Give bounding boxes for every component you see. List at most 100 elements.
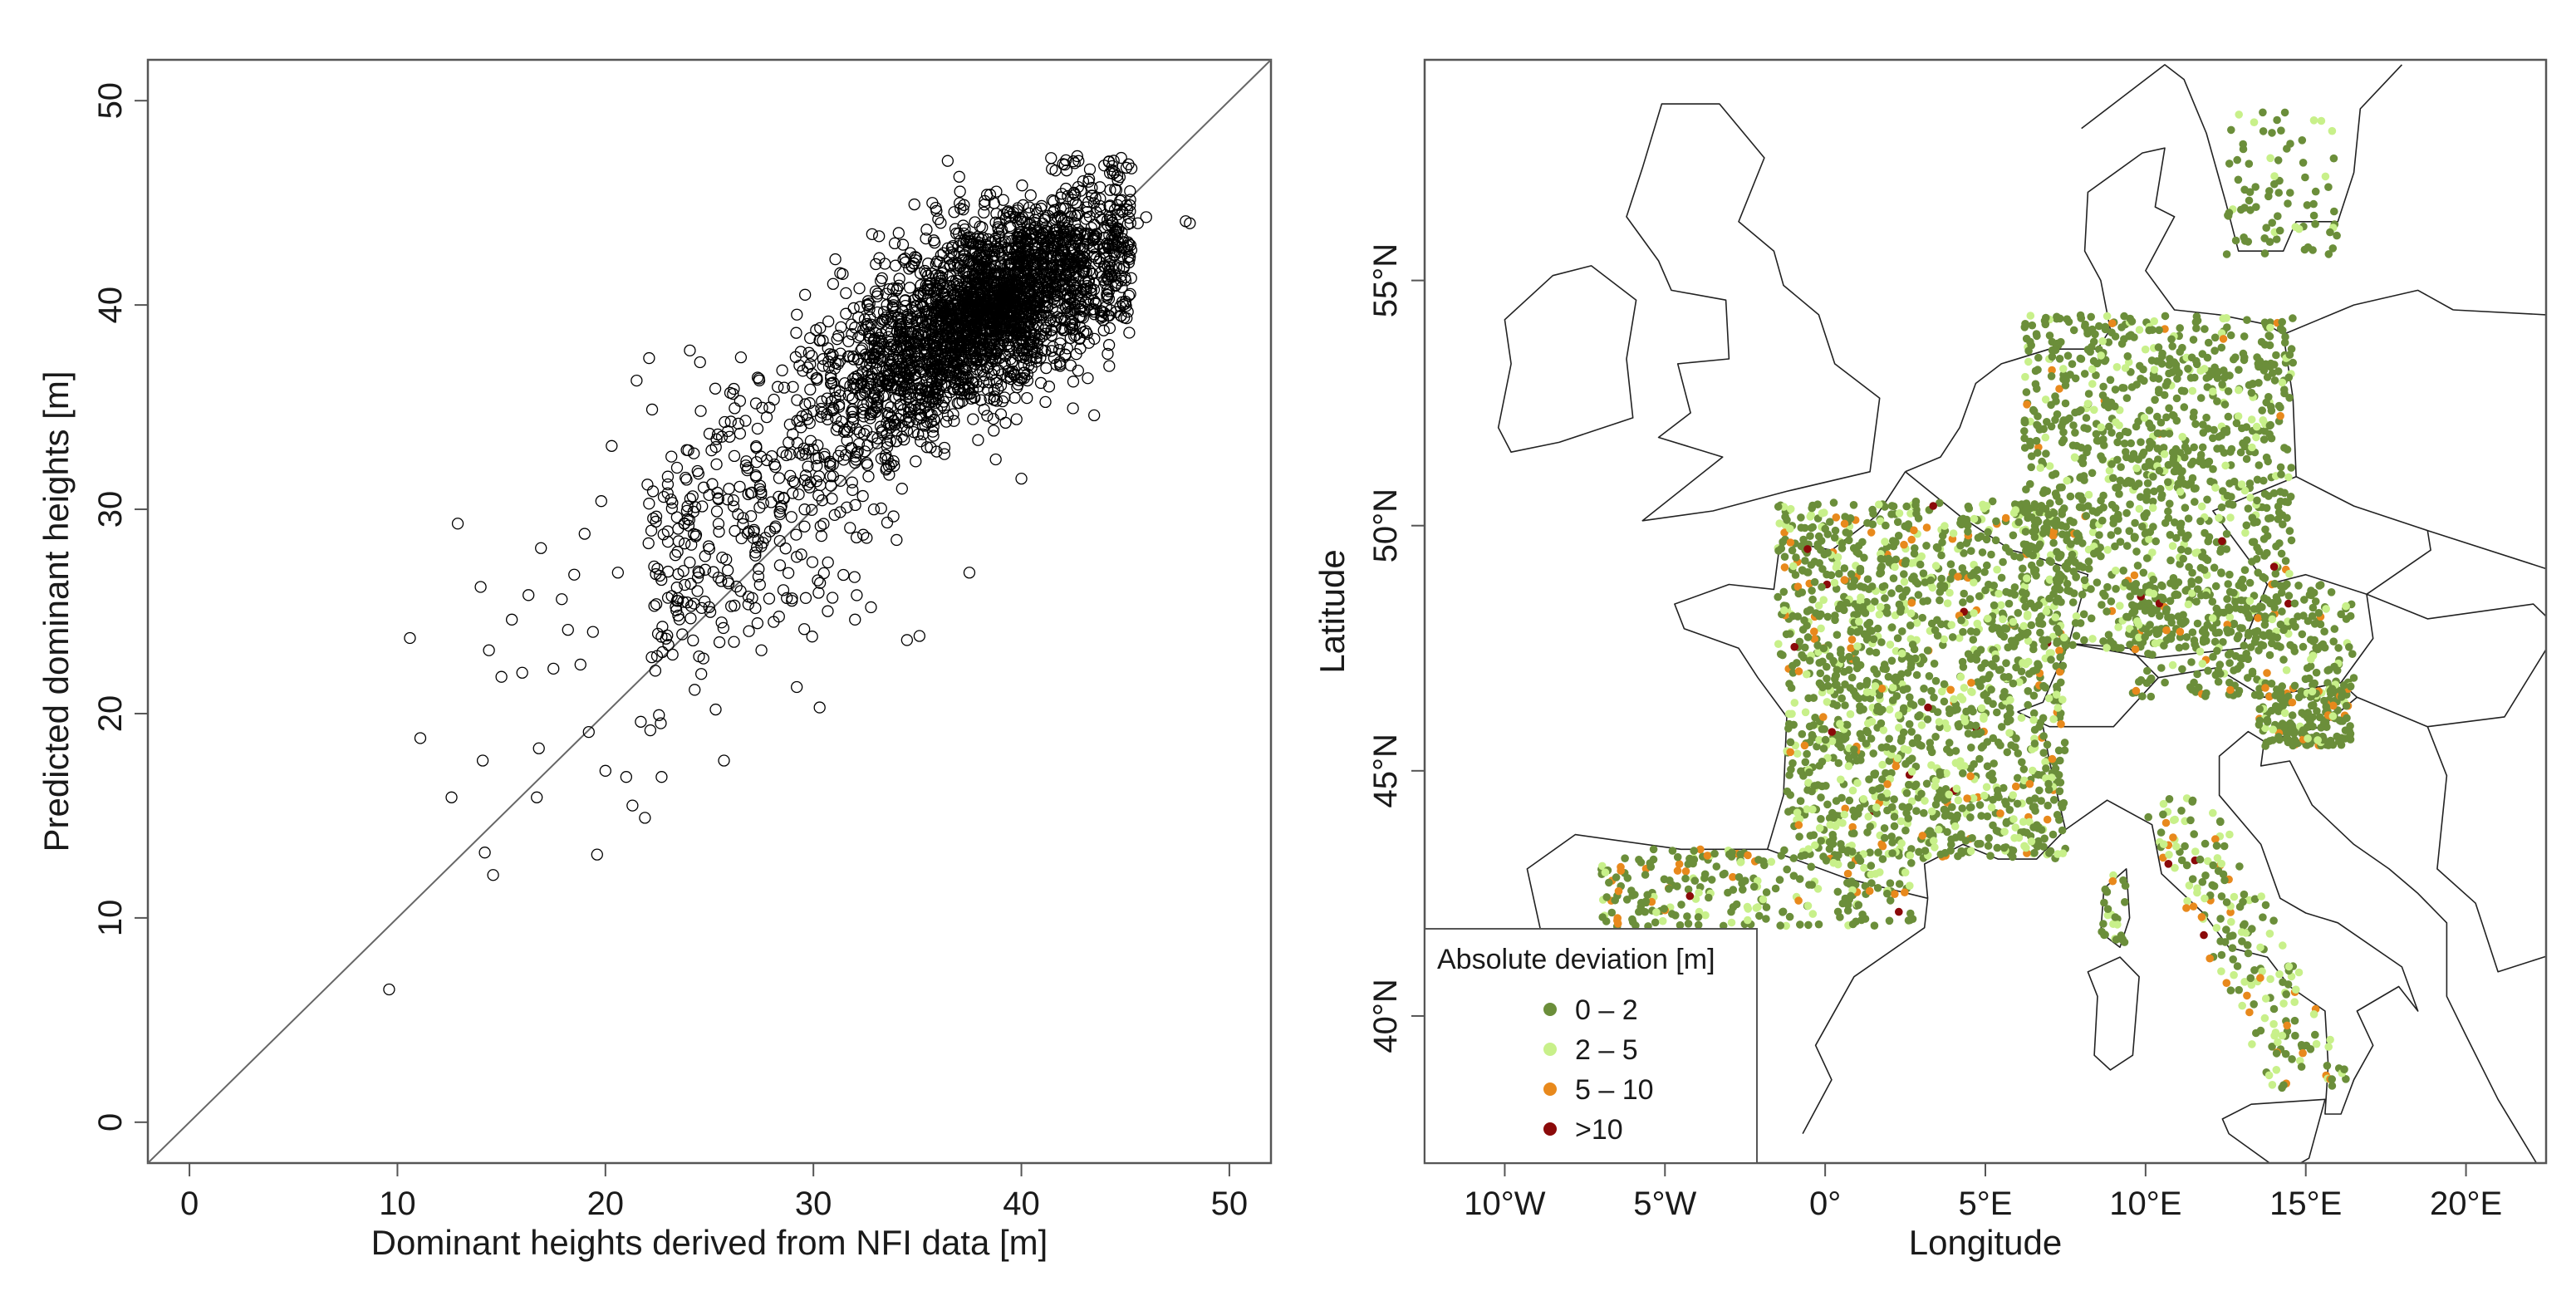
deviation-point: [1925, 672, 1934, 680]
scatter-point: [1067, 376, 1080, 388]
deviation-point: [1989, 734, 1998, 743]
scatter-point: [945, 246, 958, 258]
scatter-point: [1028, 248, 1041, 261]
deviation-point: [1890, 822, 1899, 831]
scatter-point: [1051, 226, 1063, 238]
deviation-point: [1786, 504, 1795, 513]
scatter-point: [979, 238, 993, 251]
deviation-point: [1819, 644, 1828, 653]
deviation-point: [1853, 642, 1862, 650]
scatter-point: [825, 369, 837, 382]
scatter-point: [653, 709, 665, 721]
deviation-point: [2240, 332, 2249, 341]
scatter-point: [972, 434, 984, 446]
scatter-point: [827, 277, 840, 290]
scatter-point: [1108, 166, 1121, 179]
scatter-point: [832, 449, 845, 462]
scatter-point: [952, 285, 964, 298]
deviation-point: [1921, 847, 1930, 855]
deviation-point: [1904, 746, 1912, 754]
scatter-point: [778, 381, 791, 394]
scatter-point: [873, 340, 886, 352]
scatter-point: [1109, 183, 1121, 195]
scatter-point: [817, 360, 829, 372]
scatter-point: [680, 444, 693, 456]
scatter-point: [474, 581, 487, 593]
deviation-point: [1943, 745, 1951, 754]
scatter-point: [936, 322, 949, 335]
scatter-point: [742, 598, 755, 611]
deviation-point: [1900, 540, 1908, 549]
scatter-point: [829, 253, 841, 266]
scatter-point: [900, 339, 913, 351]
deviation-point: [1837, 775, 1845, 784]
deviation-point: [1863, 728, 1872, 737]
deviation-point: [2098, 601, 2106, 609]
scatter-point: [1027, 336, 1039, 349]
scatter-point: [846, 410, 859, 423]
scatter-point: [905, 403, 917, 415]
deviation-point: [2004, 643, 2012, 652]
deviation-point: [2029, 709, 2039, 718]
deviation-point: [2145, 535, 2153, 543]
deviation-point: [1779, 587, 1788, 596]
deviation-point: [1959, 598, 1967, 606]
scatter-point: [997, 208, 1010, 221]
scatter-point: [915, 435, 927, 448]
scatter-point: [1040, 221, 1052, 233]
deviation-point: [1890, 812, 1899, 821]
scatter-point: [531, 791, 543, 803]
deviation-points: [1597, 108, 2358, 1092]
deviation-point: [2024, 357, 2033, 366]
deviation-point: [1940, 582, 1949, 591]
scatter-point: [796, 449, 809, 461]
deviation-point: [2059, 365, 2068, 373]
scatter-point: [986, 324, 999, 337]
scatter-point: [1081, 327, 1093, 340]
scatter-point: [913, 630, 926, 642]
scatter-point: [861, 532, 873, 544]
scatter-point: [975, 239, 988, 252]
deviation-point: [1885, 705, 1894, 714]
deviation-point: [2041, 433, 2050, 442]
deviation-point: [2019, 621, 2028, 631]
deviation-point: [1847, 644, 1855, 652]
scatter-point: [948, 206, 960, 218]
scatter-point: [741, 527, 754, 540]
scatter-point: [1018, 359, 1030, 371]
deviation-point: [1836, 737, 1844, 745]
scatter-point: [912, 329, 925, 341]
scatter-point: [930, 339, 942, 352]
scatter-point: [1015, 248, 1028, 260]
scatter-point: [1050, 358, 1062, 371]
deviation-point: [1869, 635, 1878, 644]
scatter-point: [1119, 295, 1131, 308]
deviation-point: [1899, 728, 1908, 737]
deviation-point: [1823, 612, 1832, 621]
scatter-point: [1001, 243, 1013, 256]
deviation-point: [2007, 741, 2015, 749]
deviation-point: [1955, 634, 1964, 642]
deviation-point: [1793, 582, 1803, 591]
deviation-point: [1995, 589, 2003, 598]
deviation-point: [1871, 597, 1879, 606]
deviation-point: [2029, 691, 2039, 700]
scatter-point: [687, 634, 699, 647]
deviation-point: [2032, 572, 2040, 580]
scatter-point: [883, 469, 895, 481]
deviation-point: [1931, 843, 1939, 852]
deviation-point: [1940, 697, 1949, 706]
scatter-point: [845, 405, 858, 419]
deviation-point: [1852, 756, 1861, 765]
scatter-point: [886, 282, 900, 295]
scatter-point: [1024, 189, 1037, 202]
scatter-point: [847, 302, 860, 315]
deviation-point: [2025, 817, 2034, 827]
deviation-point: [2003, 748, 2012, 757]
scatter-point: [1122, 256, 1136, 269]
deviation-point: [1923, 715, 1932, 724]
scatter-point: [1003, 345, 1016, 357]
deviation-point: [1985, 670, 1994, 680]
deviation-point: [1930, 660, 1939, 668]
deviation-point: [1891, 562, 1899, 572]
